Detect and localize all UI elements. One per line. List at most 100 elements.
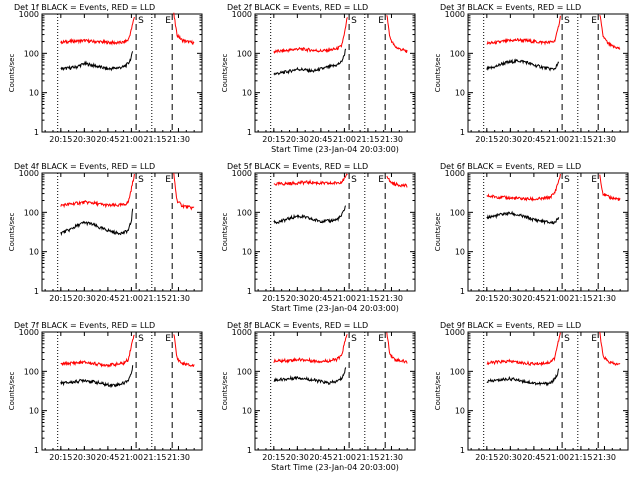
x-tick-label: 21:15: [143, 453, 166, 462]
x-tick-label: 20:30: [73, 453, 96, 462]
y-tick-label: 100: [450, 208, 465, 217]
y-tick-label: 100: [24, 208, 39, 217]
start-marker-label: S: [138, 175, 144, 185]
y-tick-label: 100: [450, 49, 465, 58]
chart-title: Det 5f BLACK = Events, RED = LLD: [227, 162, 368, 171]
y-tick-label: 100: [450, 367, 465, 376]
chart-title: Det 6f BLACK = Events, RED = LLD: [440, 162, 581, 171]
series-line: [60, 174, 135, 209]
chart-title: Det 4f BLACK = Events, RED = LLD: [14, 162, 155, 171]
x-tick-label: 20:30: [286, 294, 309, 303]
y-tick-label: 10: [29, 407, 39, 416]
y-tick-label: 10: [455, 248, 465, 257]
x-tick-label: 21:00: [120, 453, 143, 462]
end-marker-label: E: [378, 175, 384, 185]
series-line: [486, 332, 561, 367]
y-tick-label: 100: [24, 367, 39, 376]
series-line: [599, 331, 621, 366]
chart-panel: Det 2f BLACK = Events, RED = LLD 1 10 100 10…: [221, 3, 416, 154]
x-tick-label: 20:45: [309, 453, 332, 462]
series-line: [273, 205, 347, 225]
series-line: [173, 334, 195, 368]
chart-title: Det 7f BLACK = Events, RED = LLD: [14, 321, 155, 330]
chart-panel: Det 6f BLACK = Events, RED = LLD 1 10 100 10…: [434, 162, 629, 303]
x-tick-label: 21:00: [333, 135, 356, 144]
y-tick-label: 1000: [19, 169, 39, 178]
x-tick-label: 20:30: [499, 294, 522, 303]
series-line: [173, 173, 195, 211]
x-tick-label: 20:30: [286, 453, 309, 462]
y-tick-label: 10: [242, 89, 252, 98]
x-tick-label: 20:15: [49, 135, 72, 144]
x-tick-label: 20:15: [262, 294, 285, 303]
x-tick-label: 20:30: [73, 294, 96, 303]
y-axis-label: Counts/sec: [434, 213, 442, 252]
x-tick-label: 21:15: [143, 294, 166, 303]
y-tick-label: 1000: [19, 10, 39, 19]
x-tick-label: 21:15: [143, 135, 166, 144]
y-tick-label: 100: [24, 49, 39, 58]
x-axis-label: Start Time (23-Jan-04 20:03:00): [271, 463, 399, 472]
start-marker-label: S: [138, 334, 144, 344]
start-marker-label: S: [138, 16, 144, 26]
x-tick-label: 20:30: [286, 135, 309, 144]
y-axis-label: Counts/sec: [221, 213, 229, 252]
chart-title: Det 3f BLACK = Events, RED = LLD: [440, 3, 581, 12]
x-tick-label: 21:30: [167, 453, 190, 462]
y-tick-label: 1: [247, 446, 252, 455]
series-line: [386, 15, 408, 53]
series-line: [173, 12, 195, 45]
start-marker-label: S: [351, 334, 357, 344]
series-line: [386, 175, 408, 188]
y-tick-label: 100: [237, 49, 252, 58]
chart-panel: Det 9f BLACK = Events, RED = LLD 1 10 100 10…: [434, 321, 629, 462]
y-tick-label: 1000: [445, 10, 465, 19]
y-tick-label: 10: [29, 89, 39, 98]
y-tick-label: 100: [237, 208, 252, 217]
y-axis-label: Counts/sec: [8, 54, 16, 93]
start-marker-label: S: [564, 175, 570, 185]
chart-panel: Det 7f BLACK = Events, RED = LLD 1 10 100 10…: [8, 321, 203, 462]
x-tick-label: 21:00: [546, 453, 569, 462]
y-axis-label: Counts/sec: [434, 372, 442, 411]
plot-frame: [254, 13, 416, 133]
x-tick-label: 20:15: [49, 453, 72, 462]
y-axis-label: Counts/sec: [8, 372, 16, 411]
start-marker-label: S: [351, 175, 357, 185]
series-line: [599, 14, 621, 50]
plot-frame: [467, 331, 629, 451]
chart-title: Det 8f BLACK = Events, RED = LLD: [227, 321, 368, 330]
x-tick-label: 20:30: [73, 135, 96, 144]
y-axis-label: Counts/sec: [221, 372, 229, 411]
x-tick-label: 20:45: [522, 135, 545, 144]
start-marker-label: S: [564, 16, 570, 26]
x-tick-label: 21:00: [120, 294, 143, 303]
y-tick-label: 10: [29, 248, 39, 257]
y-tick-label: 1: [460, 287, 465, 296]
x-tick-label: 20:45: [96, 453, 119, 462]
series-line: [60, 334, 135, 368]
x-tick-label: 20:15: [49, 294, 72, 303]
x-tick-label: 20:45: [522, 294, 545, 303]
end-marker-label: E: [165, 175, 171, 185]
end-marker-label: E: [378, 334, 384, 344]
chart-title: Det 2f BLACK = Events, RED = LLD: [227, 3, 368, 12]
x-tick-label: 21:15: [356, 135, 379, 144]
end-marker-label: E: [165, 16, 171, 26]
series-line: [486, 15, 561, 46]
y-tick-label: 1000: [19, 328, 39, 337]
y-tick-label: 10: [455, 89, 465, 98]
x-tick-label: 20:30: [499, 135, 522, 144]
x-tick-label: 21:15: [356, 453, 379, 462]
chart-panel: Det 1f BLACK = Events, RED = LLD 1 10 100 10…: [8, 3, 203, 144]
y-tick-label: 1000: [445, 169, 465, 178]
y-tick-label: 1: [460, 446, 465, 455]
x-tick-label: 21:30: [167, 135, 190, 144]
x-tick-label: 21:00: [546, 135, 569, 144]
x-axis-label: Start Time (23-Jan-04 20:03:00): [271, 304, 399, 313]
chart-panel: Det 3f BLACK = Events, RED = LLD 1 10 100 10…: [434, 3, 629, 144]
x-tick-label: 20:15: [475, 453, 498, 462]
y-axis-label: Counts/sec: [8, 213, 16, 252]
y-tick-label: 10: [242, 407, 252, 416]
y-tick-label: 1: [34, 128, 39, 137]
